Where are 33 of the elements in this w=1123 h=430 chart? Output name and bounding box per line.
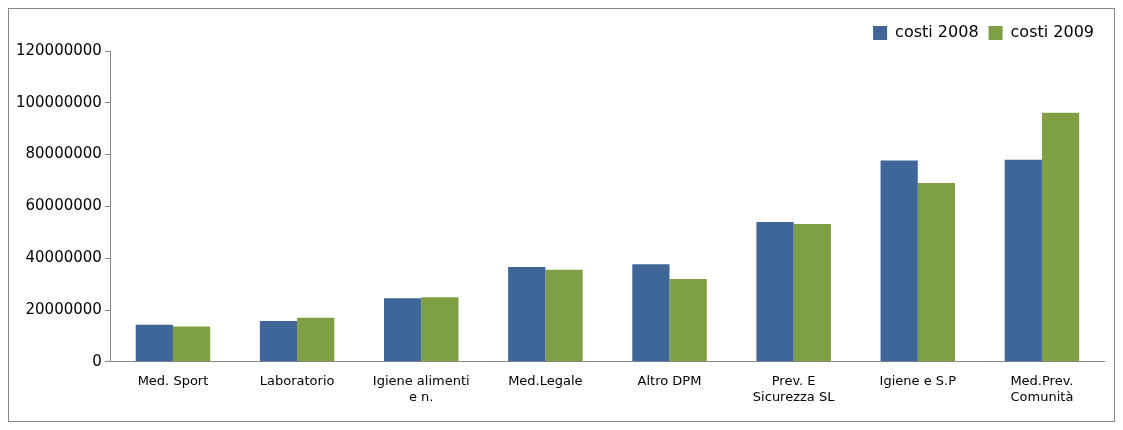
y-tick-label: 40000000 (25, 248, 102, 267)
x-tick-label: Laboratorio (259, 372, 335, 388)
bar (1041, 112, 1080, 362)
x-tick-label: Med. Sport (137, 372, 209, 388)
bar (632, 264, 670, 362)
x-tick-label: Igiene e S.P (879, 372, 957, 388)
bar (545, 269, 583, 362)
bar (793, 224, 831, 362)
bar (297, 317, 335, 362)
bar (1004, 159, 1042, 362)
y-tick-label: 80000000 (25, 144, 102, 163)
bar (259, 320, 298, 362)
y-tick-label: 120000000 (15, 40, 102, 59)
y-tick-label: 20000000 (25, 299, 102, 318)
x-tick-label: Prev. E Sicurezza SL (752, 372, 836, 404)
bar (880, 160, 918, 362)
bar (669, 278, 707, 362)
legend-label: costi 2009 (1010, 22, 1095, 42)
bar (756, 221, 794, 362)
x-tick-label: Med.Legale (508, 372, 583, 388)
x-tick-label: Altro DPM (637, 372, 702, 388)
bar (917, 183, 956, 362)
bar (135, 324, 173, 362)
bar (384, 298, 422, 362)
y-tick-label: 0 (92, 351, 102, 370)
bar (421, 297, 459, 362)
y-tick-label: 100000000 (15, 92, 102, 111)
bar (508, 267, 546, 362)
legend-label: costi 2008 (895, 22, 979, 42)
x-tick-label: Igiene alimenti e n. (372, 372, 470, 404)
y-tick-label: 60000000 (25, 196, 102, 215)
x-tick-label: Med.Prev. Comunità (1010, 372, 1074, 404)
bar (172, 326, 211, 362)
